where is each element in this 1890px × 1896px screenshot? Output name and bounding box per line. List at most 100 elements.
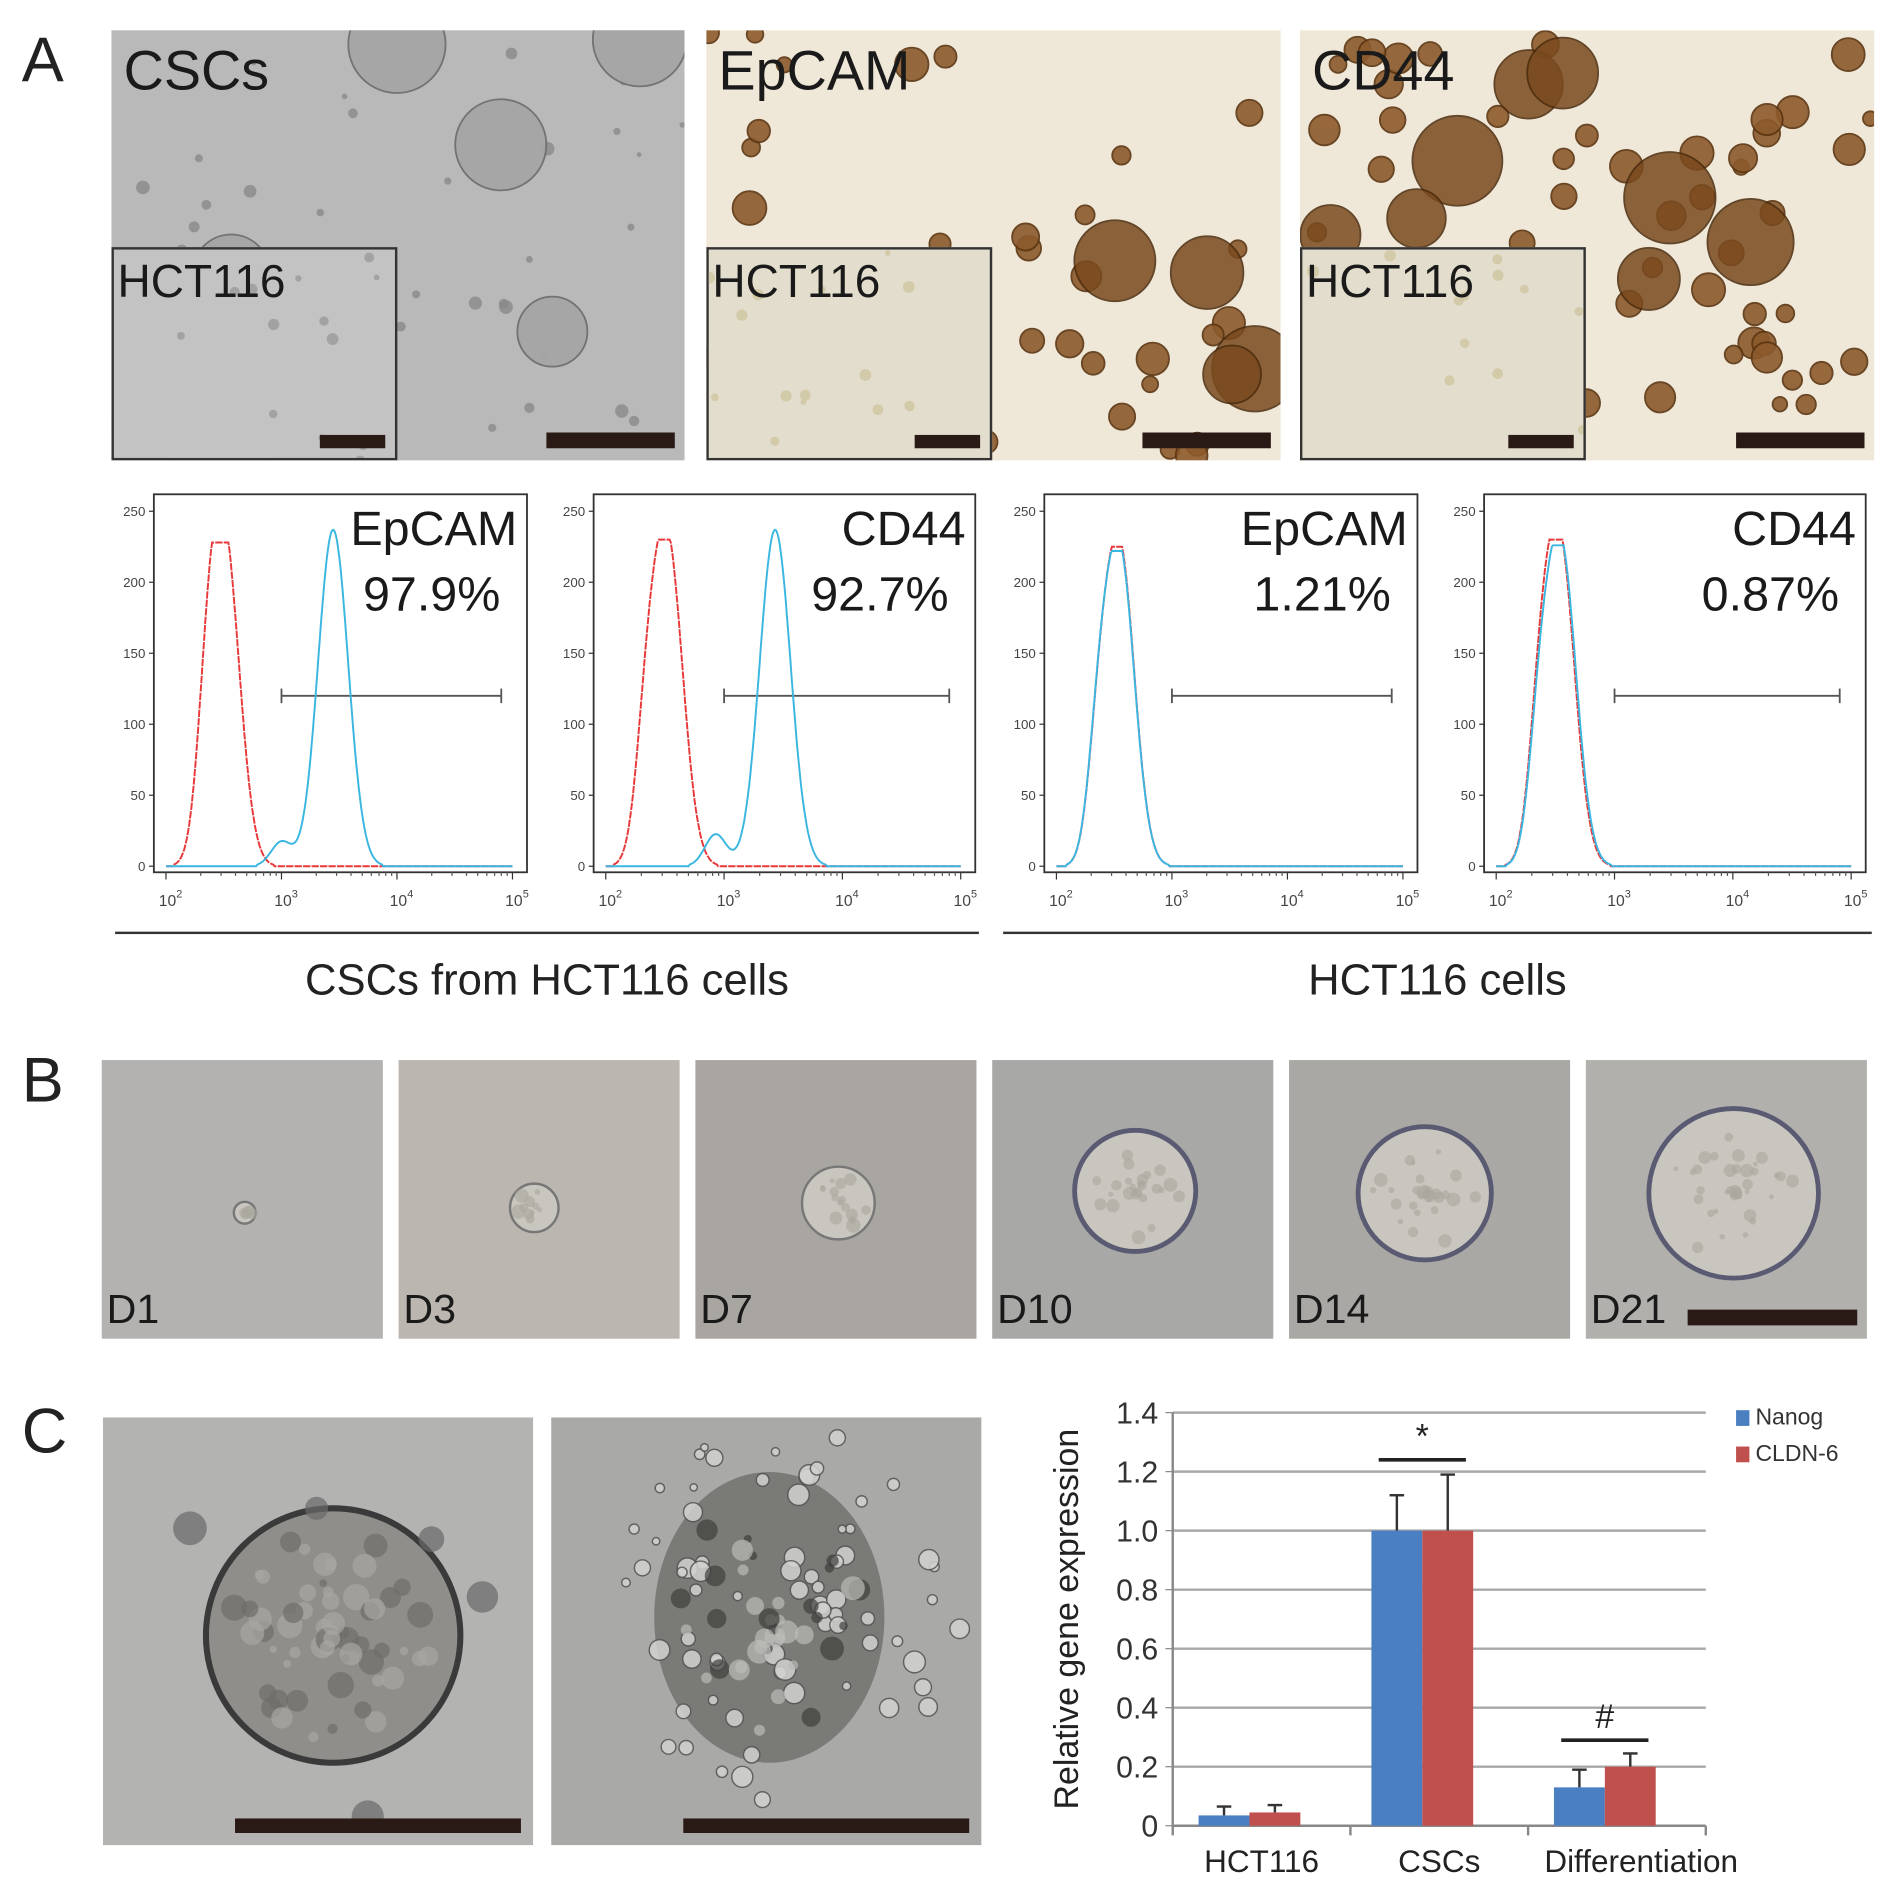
cell-mark xyxy=(1444,375,1455,386)
y-tick-label: 250 xyxy=(1453,504,1475,519)
cell-mark xyxy=(708,271,715,284)
cell-mark xyxy=(628,415,640,427)
cell-mark xyxy=(444,177,452,185)
y-tick-label: 50 xyxy=(1461,788,1476,803)
cell-mark xyxy=(364,252,375,263)
cell-mark xyxy=(319,316,329,326)
inset-label: HCT116 xyxy=(1305,256,1475,308)
y-tick-label: 1.0 xyxy=(1116,1516,1158,1549)
day-label: D3 xyxy=(403,1286,457,1333)
cell-mark xyxy=(1728,143,1759,174)
cell-mark xyxy=(245,283,258,296)
y-tick-label: 100 xyxy=(123,717,145,732)
x-tick-label: 104 xyxy=(1726,889,1750,910)
cell-mark xyxy=(1019,327,1046,354)
y-tick-label: 50 xyxy=(131,788,146,803)
cell-mark xyxy=(1328,54,1348,74)
cell-mark xyxy=(1750,341,1783,374)
cell-mark xyxy=(1235,98,1264,127)
cell-mark xyxy=(1357,38,1387,68)
x-tick-label: 102 xyxy=(598,889,622,910)
cell-mark xyxy=(706,30,720,45)
cell-mark xyxy=(615,404,629,418)
cell-mark xyxy=(341,93,348,100)
cell-mark xyxy=(1862,110,1875,127)
cell-mark xyxy=(894,46,930,82)
cell-mark xyxy=(1574,123,1599,148)
cell-mark xyxy=(454,98,548,192)
bar-cldn-6 xyxy=(1422,1530,1474,1826)
micrograph-spheroid xyxy=(102,1417,534,1846)
cell-mark xyxy=(1169,235,1245,310)
plot-frame xyxy=(1043,493,1419,874)
cell-mark xyxy=(525,255,533,263)
cell-mark xyxy=(1616,246,1681,311)
marker-name: CD44 xyxy=(1732,502,1856,556)
cell-mark xyxy=(267,318,280,331)
cell-mark xyxy=(305,1496,329,1520)
y-tick-label: 100 xyxy=(1453,717,1475,732)
cell-mark xyxy=(1367,155,1395,183)
cell-mark xyxy=(466,1581,499,1613)
day-label: D7 xyxy=(700,1286,753,1333)
cell-mark xyxy=(347,30,447,94)
flow-histogram: 0 50 100 150 200 250 102 103 104 105 EpCAM 1.21% xyxy=(990,480,1436,931)
scale-bar xyxy=(683,1818,970,1833)
cell-mark xyxy=(524,402,535,413)
cell-mark xyxy=(1775,303,1796,324)
x-tick-label: 103 xyxy=(1607,889,1631,910)
cell-mark xyxy=(679,122,685,128)
cell-mark xyxy=(1073,219,1157,303)
cell-mark xyxy=(1832,132,1866,167)
cell-mark xyxy=(1723,344,1744,365)
y-tick-label: 0 xyxy=(578,859,585,874)
cell-mark xyxy=(1492,254,1503,265)
cell-mark xyxy=(636,152,642,158)
cell-mark xyxy=(1417,41,1443,67)
legend-label: Nanog xyxy=(1755,1404,1823,1430)
cell-mark xyxy=(243,184,257,198)
cell-mark xyxy=(1202,344,1262,405)
cell-mark xyxy=(780,390,792,402)
y-tick-label: 200 xyxy=(563,575,585,590)
cell-mark xyxy=(188,221,200,233)
cell-mark xyxy=(627,223,635,231)
cell-mark xyxy=(770,436,780,446)
cell-mark xyxy=(775,56,793,74)
spheroid-micrograph-d3: D3 xyxy=(398,1060,680,1339)
cell-mark xyxy=(1201,323,1225,347)
cell-mark xyxy=(1411,114,1504,207)
y-tick-label: 1.4 xyxy=(1116,1398,1158,1431)
cell-mark xyxy=(1459,338,1470,348)
cell-mark xyxy=(177,332,185,340)
positive-percentage: 92.7% xyxy=(811,568,948,622)
spheroid-micrograph-d14: D14 xyxy=(1289,1060,1571,1339)
y-tick-label: 200 xyxy=(123,575,145,590)
cell-mark xyxy=(746,118,771,144)
bar-cldn-6 xyxy=(1249,1812,1301,1826)
spheroid-micrograph-d10: D10 xyxy=(992,1060,1274,1339)
scale-bar xyxy=(1142,432,1271,449)
cell-mark xyxy=(799,389,811,401)
cell-mark xyxy=(1135,341,1170,376)
y-tick-label: 150 xyxy=(1453,646,1475,661)
cell-mark xyxy=(1550,182,1578,210)
cell-mark xyxy=(1308,113,1341,147)
cell-mark xyxy=(1386,188,1447,249)
micrograph-epcam: EpCAM HCT116 xyxy=(706,30,1281,461)
cell-mark xyxy=(1691,272,1727,308)
cell-mark xyxy=(1111,145,1132,166)
cell-mark xyxy=(613,127,621,136)
y-tick-label: 0 xyxy=(1141,1811,1158,1844)
y-tick-label: 50 xyxy=(570,788,585,803)
cell-mark xyxy=(1492,269,1504,281)
group-divider-csc xyxy=(115,931,979,935)
cell-mark xyxy=(736,309,748,321)
x-tick-label: 104 xyxy=(1280,889,1304,910)
cell-mark xyxy=(269,409,278,419)
plot-frame xyxy=(152,493,528,874)
plot-frame xyxy=(592,493,977,874)
cell-mark xyxy=(412,290,421,299)
cell-mark xyxy=(1307,265,1320,278)
panel-label-b: B xyxy=(21,1045,64,1116)
